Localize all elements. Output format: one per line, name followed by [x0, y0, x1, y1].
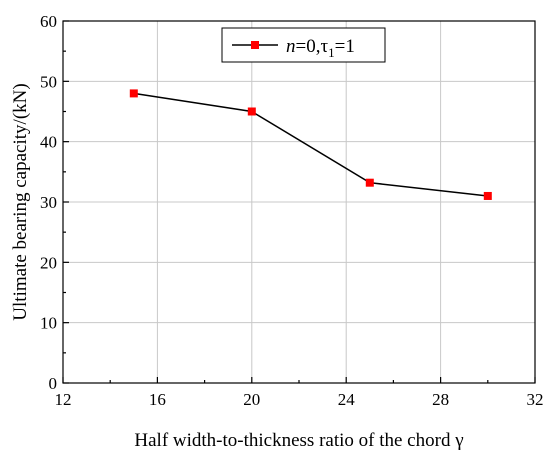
- x-tick-label: 20: [243, 390, 260, 409]
- x-tick-label: 32: [527, 390, 544, 409]
- series-layer: [129, 89, 492, 200]
- legend-label: n=0,τ1=1: [286, 36, 355, 60]
- legend-marker-sample: [251, 41, 259, 49]
- data-point: [365, 178, 374, 187]
- legend-tau-sub: 1: [328, 45, 335, 60]
- legend-tau: τ: [320, 36, 328, 57]
- y-tick-label: 50: [40, 72, 57, 91]
- legend-tau-value: =1: [335, 36, 355, 57]
- legend-n-value: =0,: [296, 36, 321, 57]
- x-tick-label: 28: [432, 390, 449, 409]
- x-tick-label: 16: [149, 390, 166, 409]
- y-tick-label: 0: [49, 374, 58, 393]
- legend: n=0,τ1=1: [221, 27, 386, 63]
- y-tick-label: 20: [40, 253, 57, 272]
- series-line: [133, 92, 488, 197]
- x-axis-label: Half width-to-thickness ratio of the cho…: [134, 430, 463, 451]
- data-point: [129, 89, 138, 98]
- grid-lines: [63, 21, 535, 383]
- x-tick-label: 12: [55, 390, 72, 409]
- legend-n: n: [286, 36, 296, 57]
- x-tick-label: 24: [338, 390, 356, 409]
- axis-ticks: 12 16 20 24 28 32 0 10 20 30 40 50 60: [40, 12, 544, 409]
- y-axis-label: Ultimate bearing capacity/(kN): [10, 83, 31, 320]
- y-tick-label: 10: [40, 314, 57, 333]
- y-tick-label: 30: [40, 193, 57, 212]
- data-point: [247, 107, 256, 116]
- data-point: [483, 191, 492, 200]
- y-tick-label: 40: [40, 133, 57, 152]
- y-tick-label: 60: [40, 12, 57, 31]
